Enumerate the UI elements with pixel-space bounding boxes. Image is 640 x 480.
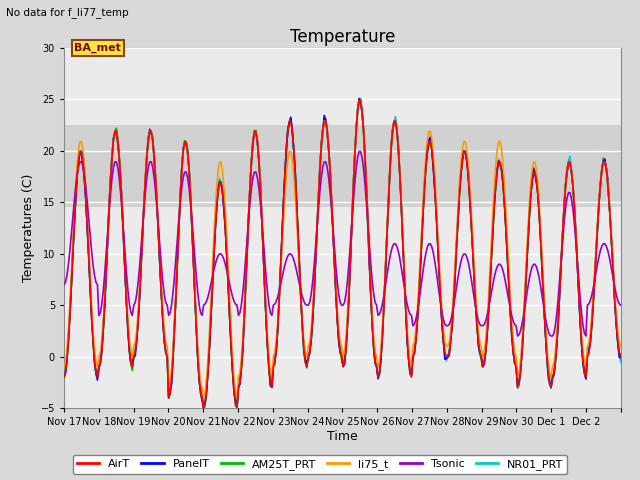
NR01_PRT — [60, 376, 68, 382]
PanelT — [200, 405, 207, 410]
PanelT — [543, 350, 550, 356]
NR01_PRT — [79, 161, 87, 167]
Line: NR01_PRT: NR01_PRT — [64, 98, 621, 409]
AirT — [200, 405, 207, 411]
AirT — [97, 360, 104, 365]
PanelT — [348, 221, 356, 227]
Line: li75_t: li75_t — [64, 101, 621, 398]
Tsonic — [79, 163, 87, 169]
AirT — [460, 149, 468, 155]
AirT — [543, 350, 550, 356]
Tsonic — [616, 301, 623, 307]
NR01_PRT — [617, 359, 625, 365]
PanelT — [60, 373, 68, 379]
li75_t — [543, 340, 550, 346]
PanelT — [79, 161, 87, 167]
AirT — [60, 374, 68, 380]
li75_t — [348, 216, 356, 222]
AirT — [79, 157, 87, 163]
Tsonic — [514, 333, 522, 339]
Text: No data for f_li77_temp: No data for f_li77_temp — [6, 7, 129, 18]
li75_t — [79, 147, 87, 153]
NR01_PRT — [460, 149, 468, 155]
AM25T_PRT — [79, 155, 87, 161]
AM25T_PRT — [543, 350, 550, 356]
Legend: AirT, PanelT, AM25T_PRT, li75_t, Tsonic, NR01_PRT: AirT, PanelT, AM25T_PRT, li75_t, Tsonic,… — [72, 455, 568, 474]
NR01_PRT — [543, 348, 550, 353]
Bar — [64, 125, 621, 207]
li75_t — [200, 395, 207, 401]
Text: BA_met: BA_met — [74, 43, 122, 53]
AM25T_PRT — [60, 375, 68, 381]
AirT — [355, 98, 363, 104]
AM25T_PRT — [460, 149, 468, 155]
li75_t — [60, 364, 68, 370]
Tsonic — [97, 310, 104, 315]
Title: Temperature: Temperature — [290, 28, 395, 47]
NR01_PRT — [616, 353, 623, 359]
AirT — [348, 221, 356, 227]
AirT — [617, 354, 625, 360]
PanelT — [97, 360, 104, 365]
AM25T_PRT — [356, 96, 364, 102]
NR01_PRT — [356, 96, 364, 101]
Line: AM25T_PRT: AM25T_PRT — [64, 99, 621, 408]
Tsonic — [543, 322, 550, 327]
Tsonic — [458, 254, 466, 260]
NR01_PRT — [97, 363, 104, 369]
Line: PanelT: PanelT — [64, 98, 621, 408]
Tsonic — [346, 241, 354, 247]
PanelT — [355, 96, 363, 101]
NR01_PRT — [200, 407, 207, 412]
li75_t — [616, 340, 623, 346]
PanelT — [460, 148, 468, 154]
Line: Tsonic: Tsonic — [64, 152, 621, 336]
PanelT — [616, 354, 623, 360]
li75_t — [617, 343, 625, 349]
AM25T_PRT — [200, 405, 207, 411]
Y-axis label: Temperatures (C): Temperatures (C) — [22, 174, 35, 282]
Tsonic — [617, 302, 625, 308]
X-axis label: Time: Time — [327, 430, 358, 443]
AM25T_PRT — [617, 351, 625, 357]
AM25T_PRT — [97, 359, 104, 364]
AM25T_PRT — [348, 220, 356, 226]
Line: AirT: AirT — [64, 101, 621, 408]
AirT — [616, 350, 623, 356]
Tsonic — [355, 149, 363, 155]
li75_t — [460, 139, 468, 144]
li75_t — [355, 98, 363, 104]
AM25T_PRT — [616, 350, 623, 356]
Tsonic — [60, 282, 68, 288]
NR01_PRT — [348, 223, 356, 228]
li75_t — [97, 349, 104, 355]
PanelT — [617, 355, 625, 360]
